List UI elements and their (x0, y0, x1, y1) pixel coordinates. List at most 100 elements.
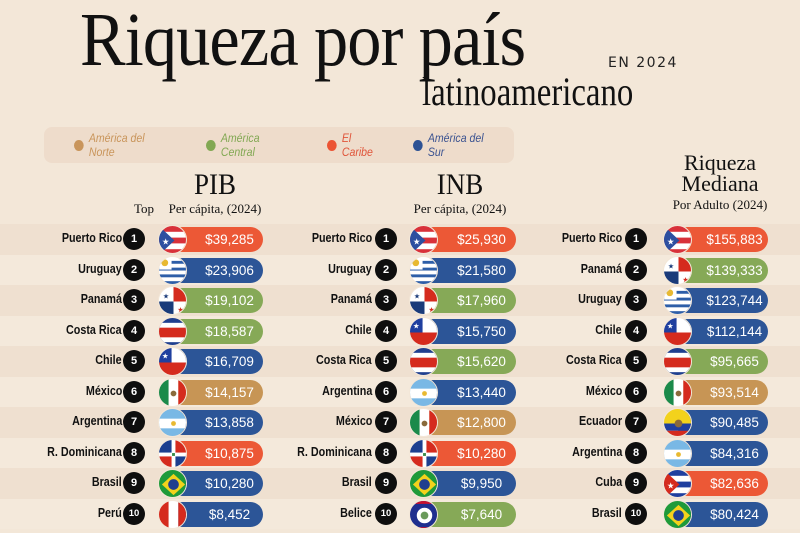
svg-text:★: ★ (667, 480, 675, 490)
country-name: Uruguay (78, 261, 122, 276)
rank-badge: 6 (123, 380, 145, 403)
rank-badge: 6 (625, 380, 647, 403)
riqueza-title-line2: Mediana (681, 170, 759, 196)
flag-cr-icon (663, 347, 692, 376)
country-name: Ecuador (578, 414, 622, 428)
flag-pa-icon: ★ ★ (663, 255, 692, 285)
svg-text:★: ★ (682, 276, 688, 284)
svg-text:★: ★ (413, 321, 420, 330)
rank-badge: 8 (625, 441, 647, 464)
legend-dot-icon (412, 139, 423, 151)
riqueza-title-line1: Riqueza (683, 150, 757, 175)
flag-pa-icon: ★ ★ (158, 286, 187, 315)
year-label: EN 2024 (608, 55, 678, 71)
legend-dot-icon (74, 139, 84, 151)
value-pill: $12,800 (421, 410, 516, 435)
inb-header: INB Per cápita, (2024) (405, 170, 515, 217)
value-pill: $139,333 (675, 257, 768, 283)
country-name: R. Dominicana (47, 444, 122, 459)
svg-text:★: ★ (428, 306, 434, 314)
svg-text:★: ★ (162, 352, 169, 361)
country-name: México (335, 414, 372, 428)
country-name: Argentina (71, 414, 122, 428)
country-name: Argentina (571, 444, 622, 459)
country-name: Panamá (580, 261, 622, 276)
riqueza-subtitle: Por Adulto (2024) (672, 196, 768, 212)
svg-text:★: ★ (414, 293, 420, 301)
flag-mx-icon (409, 408, 438, 437)
rank-badge: 4 (123, 319, 145, 342)
flag-cl-icon: ★ (409, 316, 438, 346)
value-pill: $8,452 (170, 501, 263, 527)
country-name: Costa Rica (316, 353, 372, 367)
rank-badge: 10 (625, 502, 647, 525)
country-name: Brasil (92, 475, 122, 489)
flag-ec-icon (663, 408, 692, 437)
rank-badge: 8 (375, 441, 397, 464)
inb-title: INB (436, 168, 484, 201)
value-pill: $21,580 (421, 257, 516, 283)
riqueza-header: Riqueza Mediana Por Adulto (2024) (660, 150, 780, 212)
flag-cr-icon (158, 316, 187, 346)
rank-badge: 2 (123, 258, 145, 281)
country-name: Uruguay (578, 292, 622, 306)
flag-cl-icon: ★ (158, 347, 187, 376)
rank-badge: 10 (375, 502, 397, 525)
country-name: Cuba (595, 475, 622, 489)
country-name: Brasil (592, 505, 622, 520)
flag-bz-icon (409, 499, 438, 529)
rank-badge: 9 (625, 472, 647, 494)
pib-title: PIB (193, 168, 237, 201)
svg-text:★: ★ (162, 236, 170, 246)
country-name: Argentina (321, 383, 372, 398)
svg-text:★: ★ (668, 262, 674, 270)
svg-text:★: ★ (163, 293, 169, 301)
flag-cu-icon: ★ (663, 469, 692, 498)
country-name: Belice (340, 505, 372, 520)
country-name: Panamá (80, 292, 122, 306)
flag-uy-icon (663, 286, 692, 315)
country-name: Panamá (330, 292, 372, 306)
rank-badge: 3 (123, 289, 145, 311)
rank-badge: 5 (123, 350, 145, 372)
flag-cl-icon: ★ (663, 316, 692, 346)
flag-pr-icon: ★ (409, 225, 438, 254)
country-name: Chile (595, 322, 622, 337)
rank-badge: 4 (375, 319, 397, 342)
country-name: México (585, 383, 622, 398)
page-title: Riqueza por país (80, 0, 526, 82)
rank-badge: 1 (123, 228, 145, 250)
country-name: Chile (95, 353, 122, 367)
rank-badge: 9 (123, 472, 145, 494)
legend-item-caribe: El Caribe (327, 131, 385, 159)
top-label: Top (133, 201, 155, 216)
flag-uy-icon (409, 255, 438, 285)
country-name: R. Dominicana (297, 444, 372, 459)
country-name: Uruguay (328, 261, 372, 276)
value-pill: $10,875 (170, 440, 263, 466)
country-name: Brasil (342, 475, 372, 489)
legend-dot-icon (205, 139, 216, 151)
legend-item-sur: América del Sur (412, 131, 502, 159)
rank-badge: 7 (625, 411, 647, 433)
inb-subtitle: Per cápita, (2024) (413, 201, 507, 216)
flag-ar-icon (409, 377, 438, 407)
legend-label: América del Norte (88, 131, 145, 159)
page-subtitle: latinoamericano (422, 69, 634, 114)
rank-badge: 6 (375, 380, 397, 403)
value-pill: $90,485 (675, 410, 768, 435)
country-name: Chile (345, 322, 372, 337)
rank-badge: 8 (123, 441, 145, 464)
rank-badge: 5 (625, 350, 647, 372)
legend-label: América del Sur (427, 131, 484, 159)
country-name: Perú (98, 505, 122, 520)
rank-badge: 2 (375, 258, 397, 281)
rank-badge: 2 (625, 258, 647, 281)
flag-pe-icon (158, 499, 187, 529)
legend-dot-icon (327, 139, 337, 151)
svg-text:★: ★ (667, 236, 675, 246)
flag-br-icon (663, 499, 692, 529)
flag-uy-icon (158, 255, 187, 285)
country-name: Puerto Rico (561, 231, 622, 245)
country-name: Costa Rica (566, 353, 622, 367)
